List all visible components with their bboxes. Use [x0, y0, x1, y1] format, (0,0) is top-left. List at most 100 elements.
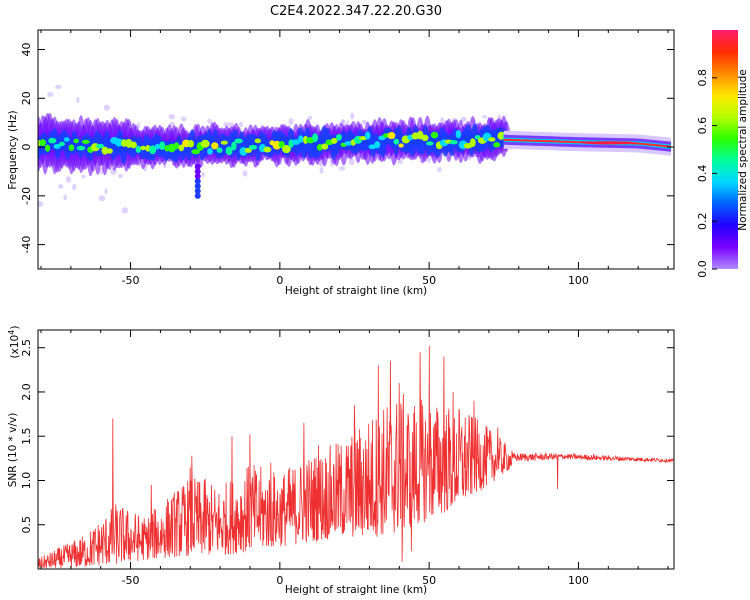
spectrogram-peak	[291, 139, 301, 145]
spectrogram-peak	[58, 141, 65, 147]
spectrogram-peak	[207, 148, 213, 155]
spectrogram-peak	[101, 146, 109, 155]
tone-max	[580, 141, 637, 145]
spectrogram-feature	[194, 163, 201, 170]
spectrogram-speckle	[361, 119, 367, 125]
spectrogram-heatmap	[38, 84, 672, 214]
spectrogram-speckle	[242, 170, 248, 177]
spectrogram-peak	[263, 146, 272, 153]
spectrogram-peak	[173, 142, 180, 150]
spectrogram-peak	[96, 143, 105, 149]
spectrogram-ticks: -50 0 50 100 -40 -20 0 20 40	[20, 30, 674, 287]
spectrogram-peak	[231, 141, 237, 151]
spectrogram-speckle	[76, 97, 80, 104]
spectrogram-peak	[330, 137, 338, 144]
spectrogram-peak	[336, 133, 342, 141]
spectrogram-peak	[474, 134, 481, 140]
spectrogram-peak	[200, 139, 210, 148]
spectrogram-speckle	[104, 188, 108, 195]
spectrogram-peak	[73, 138, 79, 144]
spectrogram-peak	[244, 147, 252, 153]
spectrogram-speckle	[238, 121, 244, 128]
chart-title: C2E4.2022.347.22.20.G30	[270, 4, 442, 19]
snr-frame	[37, 329, 675, 570]
spectrogram-peak	[426, 141, 434, 146]
colorbar-tick-label: 0.6	[696, 117, 709, 135]
snr-ticks: -50 0 50 100 0.5 1.0 1.5 2.0 2.5	[20, 330, 674, 587]
spectrogram-speckle	[207, 118, 212, 124]
snr-panel: -50 0 50 100 0.5 1.0 1.5 2.0 2.5 Height of strai…	[7, 326, 675, 596]
spectrogram-peak	[298, 135, 304, 143]
snr-multiplier-close: )	[9, 326, 21, 330]
snr-line	[38, 345, 674, 569]
snr-multiplier: (x104)	[7, 326, 21, 359]
spectrogram-peak	[225, 146, 233, 156]
spectrogram-peak	[121, 139, 127, 147]
spectrogram-speckle	[427, 156, 431, 164]
spectrogram-speckle	[338, 166, 346, 171]
spectrogram-frame	[37, 29, 675, 270]
snr-ytick-label: 1.5	[20, 427, 33, 445]
spectrogram-feature	[194, 192, 201, 199]
spectrogram-peak	[254, 138, 261, 144]
spectrogram-speckle	[307, 115, 313, 120]
spec-xtick-label: 0	[276, 274, 283, 287]
spectrogram-speckle	[98, 195, 106, 202]
spectrogram-peak	[430, 131, 439, 139]
spectrogram-speckle	[55, 84, 62, 89]
snr-ytick-label: 1.0	[20, 472, 33, 490]
spec-xtick-label: -50	[122, 274, 140, 287]
spectrogram-peak	[149, 145, 157, 155]
spectrogram-peak	[234, 138, 243, 144]
snr-multiplier-exp: 4	[7, 330, 16, 335]
spectrogram-peak	[191, 149, 201, 155]
spectrogram-speckle	[168, 114, 176, 120]
spectrogram-speckle	[38, 201, 44, 208]
spectrogram-peak	[469, 138, 476, 148]
spectrogram-peak	[398, 143, 404, 148]
snr-ytick-label: 2.5	[20, 339, 33, 357]
spectrogram-peak	[63, 137, 70, 142]
snr-xtick-label: 100	[568, 574, 589, 587]
spec-xtick-label: 100	[568, 274, 589, 287]
spectrogram-peak	[68, 144, 75, 152]
colorbar-tick-label: 0.4	[696, 165, 709, 183]
spectrogram-feature	[194, 183, 201, 190]
spectrogram-speckle	[58, 184, 64, 189]
spectrogram-peak	[140, 145, 146, 151]
spectrogram-speckle	[437, 167, 442, 173]
spectrogram-speckle	[348, 158, 355, 166]
spectrogram-speckle	[137, 121, 141, 129]
spectrogram-peak	[106, 148, 113, 154]
spectrogram-speckle	[482, 115, 488, 119]
spectrogram-speckle	[103, 104, 111, 111]
spectrogram-speckle	[201, 172, 205, 178]
colorbar-tick-label: 0.8	[696, 69, 709, 87]
spectrogram-speckle	[66, 176, 71, 183]
colorbar-tick-label: 0.0	[696, 260, 709, 278]
snr-xtick-label: 50	[422, 574, 436, 587]
snr-ytick-label: 0.5	[20, 516, 33, 534]
spectrogram-xlabel: Height of straight line (km)	[285, 285, 427, 297]
spectrogram-peak	[312, 133, 319, 143]
spectrogram-speckle	[162, 164, 167, 168]
spectrogram-speckle	[223, 122, 229, 128]
spec-ytick-label: 0	[20, 144, 33, 151]
spectrogram-speckle	[460, 116, 467, 123]
spectrogram-peak	[178, 144, 185, 152]
spectrogram-peak	[358, 136, 367, 141]
spectrogram-feature	[194, 178, 201, 185]
spectrogram-ylabel: Frequency (Hz)	[7, 110, 19, 189]
snr-xtick-label: 0	[276, 574, 283, 587]
spectrogram-peak	[39, 139, 47, 147]
spectrogram-peak	[488, 137, 496, 142]
spectrogram-peak	[135, 145, 142, 153]
spectrogram-peak	[220, 140, 228, 145]
spectrogram-peak	[393, 138, 400, 145]
spectrogram-peak	[216, 147, 223, 153]
spectrogram-peak	[159, 141, 166, 151]
spectrogram-speckle	[118, 173, 123, 179]
spectrogram-speckle	[288, 118, 294, 126]
spectrogram-peak	[493, 142, 501, 148]
